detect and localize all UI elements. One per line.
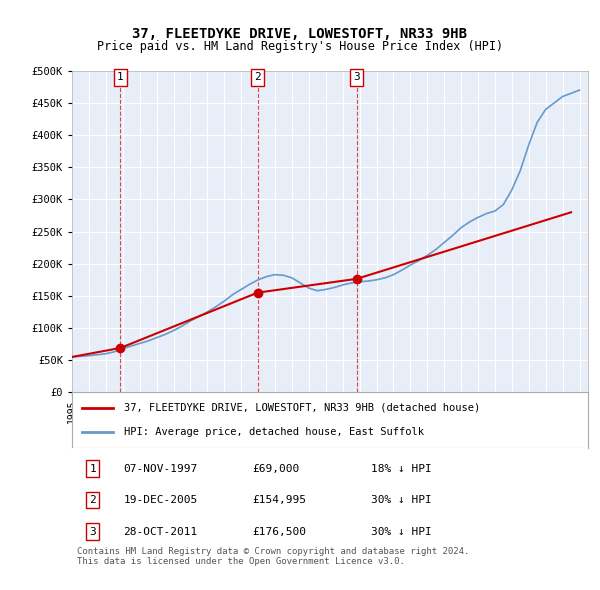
Text: 1: 1	[89, 464, 96, 474]
Text: £176,500: £176,500	[253, 527, 307, 536]
Text: Price paid vs. HM Land Registry's House Price Index (HPI): Price paid vs. HM Land Registry's House …	[97, 40, 503, 53]
Text: 2: 2	[89, 495, 96, 505]
Text: 3: 3	[89, 527, 96, 536]
Text: HPI: Average price, detached house, East Suffolk: HPI: Average price, detached house, East…	[124, 427, 424, 437]
Text: 19-DEC-2005: 19-DEC-2005	[124, 495, 198, 505]
Text: 37, FLEETDYKE DRIVE, LOWESTOFT, NR33 9HB (detached house): 37, FLEETDYKE DRIVE, LOWESTOFT, NR33 9HB…	[124, 403, 480, 413]
Text: 37, FLEETDYKE DRIVE, LOWESTOFT, NR33 9HB: 37, FLEETDYKE DRIVE, LOWESTOFT, NR33 9HB	[133, 27, 467, 41]
Text: 07-NOV-1997: 07-NOV-1997	[124, 464, 198, 474]
Text: £69,000: £69,000	[253, 464, 300, 474]
Text: Contains HM Land Registry data © Crown copyright and database right 2024.
This d: Contains HM Land Registry data © Crown c…	[77, 546, 470, 566]
Text: 1: 1	[117, 72, 124, 82]
Text: 18% ↓ HPI: 18% ↓ HPI	[371, 464, 432, 474]
Text: 30% ↓ HPI: 30% ↓ HPI	[371, 527, 432, 536]
Text: 28-OCT-2011: 28-OCT-2011	[124, 527, 198, 536]
Text: £154,995: £154,995	[253, 495, 307, 505]
Text: 2: 2	[254, 72, 261, 82]
Text: 3: 3	[353, 72, 360, 82]
Text: 30% ↓ HPI: 30% ↓ HPI	[371, 495, 432, 505]
